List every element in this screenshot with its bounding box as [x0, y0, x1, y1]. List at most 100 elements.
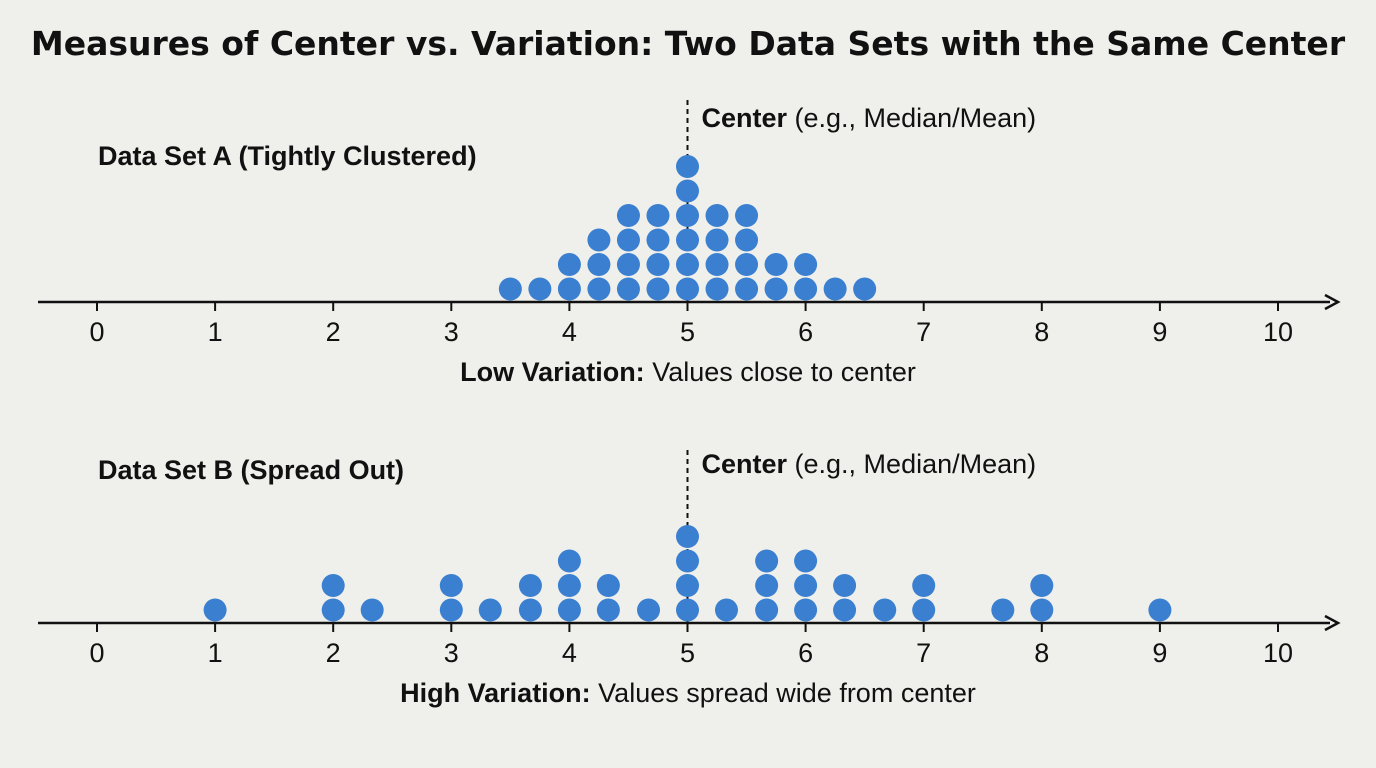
data-dot: [1030, 574, 1054, 597]
data-dot: [439, 598, 463, 622]
data-dot: [676, 228, 699, 252]
data-dot: [646, 253, 670, 276]
center-label-rest: (e.g., Median/Mean): [787, 103, 1036, 133]
tick-label: 3: [444, 317, 459, 347]
data-dot: [833, 574, 857, 597]
data-dot: [735, 253, 759, 276]
data-dot: [616, 253, 640, 276]
data-dot: [735, 228, 759, 252]
center-label-bold: Center: [702, 103, 788, 133]
center-label: Center (e.g., Median/Mean): [702, 449, 1037, 479]
tick-label: 8: [1034, 638, 1049, 668]
tick-label: 5: [680, 638, 695, 668]
caption-rest: Values close to center: [645, 357, 916, 387]
tick-label: 2: [326, 317, 341, 347]
data-dot: [912, 574, 936, 597]
data-dot: [794, 253, 818, 276]
data-dot: [676, 574, 699, 597]
data-dot: [794, 598, 818, 622]
data-dot: [587, 253, 611, 276]
data-dot: [646, 204, 670, 227]
data-dot: [646, 228, 670, 252]
tick-label: 10: [1263, 638, 1293, 668]
tick-label: 6: [798, 317, 813, 347]
tick-label: 10: [1263, 317, 1293, 347]
data-dot: [705, 277, 729, 301]
data-dot: [735, 204, 759, 227]
data-dot: [439, 574, 463, 597]
data-dot: [705, 228, 729, 252]
data-set-label: Data Set A (Tightly Clustered): [98, 141, 477, 171]
caption-bold: High Variation:: [400, 678, 591, 708]
tick-label: 5: [680, 317, 695, 347]
data-dot: [360, 598, 384, 622]
tick-label: 7: [916, 638, 931, 668]
panel-data-set-a: 0 1 2 3 4 5 6 7 8 9 10 Center (e.g., Median/Mean) Da…: [38, 100, 1341, 387]
center-label-bold: Center: [702, 449, 788, 479]
data-dot: [676, 155, 699, 178]
data-dot: [853, 277, 877, 301]
center-label: Center (e.g., Median/Mean): [702, 103, 1037, 133]
data-dot: [616, 277, 640, 301]
data-dot: [616, 228, 640, 252]
data-dot: [823, 277, 847, 301]
data-dot: [755, 549, 779, 573]
data-dot: [676, 598, 699, 622]
data-dot: [912, 598, 936, 622]
chart-title: Measures of Center vs. Variation: Two Da…: [31, 24, 1346, 63]
data-dot: [705, 253, 729, 276]
data-set-label: Data Set B (Spread Out): [98, 455, 404, 485]
tick-label: 9: [1152, 317, 1167, 347]
data-dot: [991, 598, 1015, 622]
data-dot: [764, 277, 788, 301]
data-dot: [616, 204, 640, 227]
tick-label: 1: [208, 638, 223, 668]
data-dot: [637, 598, 661, 622]
data-dot: [794, 549, 818, 573]
data-dot: [321, 574, 345, 597]
data-dot: [528, 277, 552, 301]
axis-arrow-icon: [1324, 614, 1341, 632]
axis-arrow-icon: [1324, 293, 1341, 311]
data-dot: [478, 598, 502, 622]
data-dot: [833, 598, 857, 622]
data-dot: [676, 549, 699, 573]
data-dot: [646, 277, 670, 301]
tick-label: 2: [326, 638, 341, 668]
data-dot: [676, 253, 699, 276]
data-dot: [557, 277, 581, 301]
data-dot: [676, 179, 699, 203]
data-dot: [518, 598, 542, 622]
data-dot: [557, 598, 581, 622]
panel-data-set-b: 0 1 2 3 4 5 6 7 8 9 10 Center (e.g., Median/Mean) Da…: [38, 449, 1341, 708]
data-dot: [735, 277, 759, 301]
data-dot: [705, 204, 729, 227]
center-label-rest: (e.g., Median/Mean): [787, 449, 1036, 479]
data-dot: [714, 598, 738, 622]
caption-bold: Low Variation:: [460, 357, 645, 387]
data-dot: [557, 574, 581, 597]
tick-label: 8: [1034, 317, 1049, 347]
data-dot: [676, 204, 699, 227]
tick-label: 6: [798, 638, 813, 668]
caption-rest: Values spread wide from center: [591, 678, 976, 708]
tick-label: 3: [444, 638, 459, 668]
data-dot: [755, 598, 779, 622]
data-dot: [794, 574, 818, 597]
tick-label: 4: [562, 317, 577, 347]
data-dot: [557, 549, 581, 573]
tick-label: 9: [1152, 638, 1167, 668]
data-dot: [794, 277, 818, 301]
data-dot: [587, 228, 611, 252]
data-dot: [321, 598, 345, 622]
tick-label: 4: [562, 638, 577, 668]
data-dot: [873, 598, 897, 622]
tick-label: 7: [916, 317, 931, 347]
data-dot: [676, 525, 699, 548]
data-dot: [1030, 598, 1054, 622]
tick-label: 1: [208, 317, 223, 347]
data-dot: [596, 574, 620, 597]
data-dot: [587, 277, 611, 301]
variation-caption: Low Variation: Values close to center: [460, 357, 916, 387]
